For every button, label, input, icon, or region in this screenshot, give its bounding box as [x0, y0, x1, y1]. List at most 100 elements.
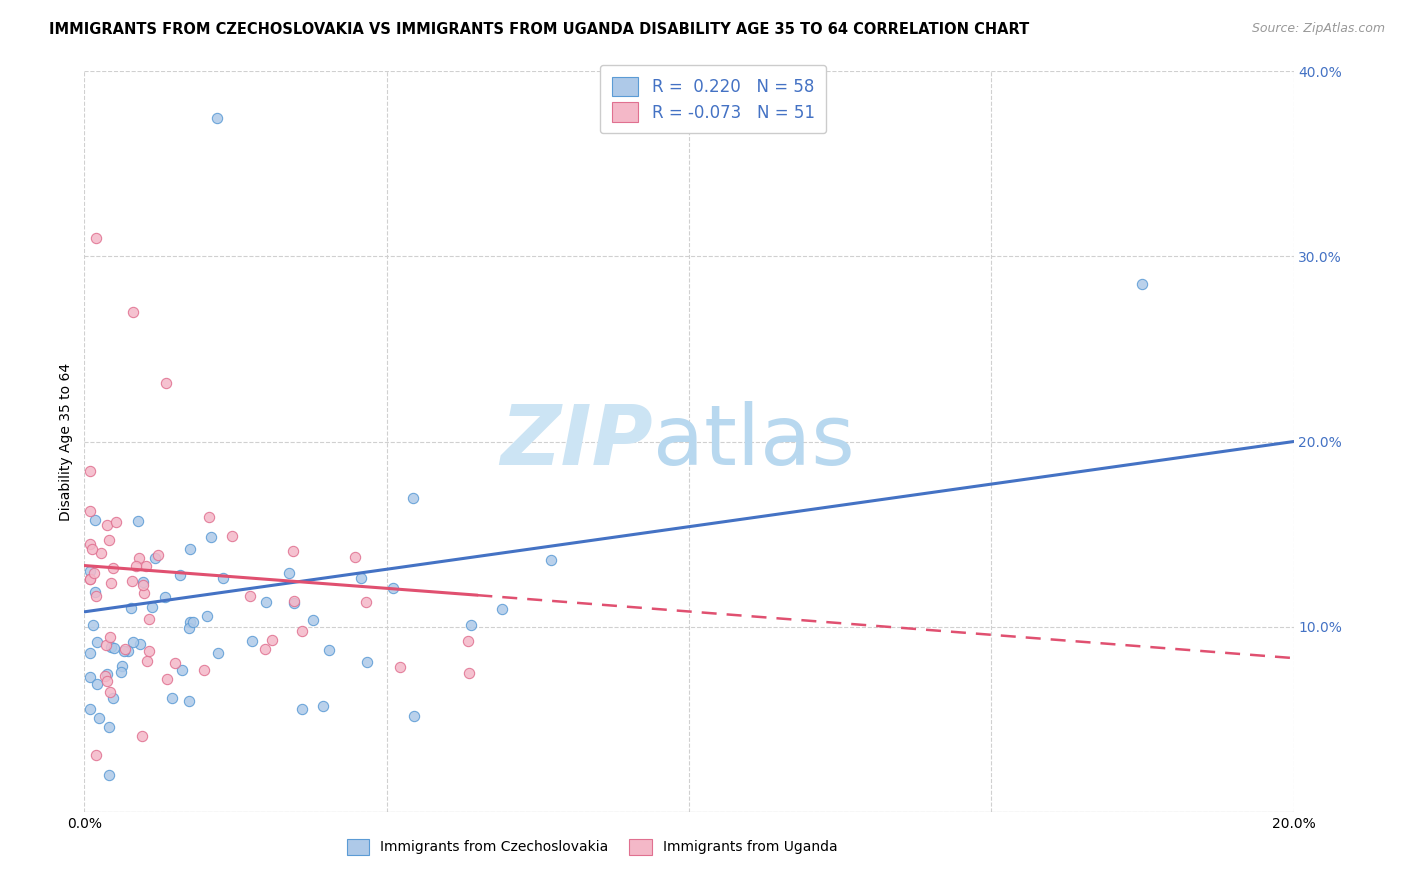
Point [491, 602, 513, 616]
Point [98, 631, 121, 645]
Point [179, 621, 201, 635]
Point [239, 589, 262, 603]
Point [283, 596, 305, 610]
Point [101, 690, 124, 705]
Point [86, 231, 108, 245]
Point [84, 513, 107, 527]
Point [87, 711, 110, 725]
Point [94, 638, 117, 652]
Point [111, 659, 134, 673]
Point [146, 549, 169, 563]
Point [101, 560, 124, 574]
Point [169, 568, 191, 582]
Point [283, 593, 305, 607]
Point [207, 111, 229, 125]
Y-axis label: Disability Age 35 to 64: Disability Age 35 to 64 [59, 362, 73, 521]
Point [79, 572, 101, 586]
Point [79, 572, 101, 586]
Point [127, 514, 149, 528]
Point [90, 546, 112, 560]
Point [141, 599, 163, 614]
Point [86, 635, 108, 649]
Point [343, 549, 366, 564]
Point [254, 642, 277, 657]
Point [132, 586, 155, 600]
Point [162, 691, 184, 706]
Point [256, 595, 278, 609]
Point [120, 601, 142, 615]
Point [350, 571, 373, 585]
Point [138, 644, 160, 658]
Point [112, 644, 135, 658]
Point [262, 633, 284, 648]
Point [100, 640, 122, 654]
Point [301, 613, 323, 627]
Point [179, 615, 201, 629]
Point [221, 529, 243, 543]
Point [165, 656, 187, 670]
Point [131, 578, 153, 592]
Point [354, 595, 377, 609]
Point [457, 634, 479, 648]
Point [128, 637, 150, 651]
Point [82, 617, 104, 632]
Point [281, 544, 304, 558]
Point [145, 550, 167, 565]
Point [1130, 277, 1153, 292]
Point [138, 611, 160, 625]
Point [83, 585, 105, 599]
Point [98, 533, 121, 548]
Point [457, 666, 479, 681]
Point [80, 542, 103, 557]
Point [79, 702, 101, 716]
Point [94, 669, 117, 683]
Point [195, 609, 218, 624]
Point [179, 694, 201, 708]
Point [79, 646, 101, 660]
Point [207, 646, 229, 660]
Point [79, 504, 101, 518]
Point [79, 670, 101, 684]
Point [212, 571, 235, 585]
Point [110, 665, 132, 680]
Legend: Immigrants from Czechoslovakia, Immigrants from Uganda: Immigrants from Czechoslovakia, Immigran… [342, 833, 844, 860]
Point [312, 699, 335, 714]
Point [96, 517, 118, 532]
Point [125, 559, 148, 574]
Point [135, 654, 157, 668]
Point [200, 530, 222, 544]
Point [291, 702, 314, 716]
Point [98, 685, 121, 699]
Point [356, 655, 378, 669]
Point [181, 615, 204, 630]
Point [460, 618, 482, 632]
Point [117, 644, 139, 658]
Text: Source: ZipAtlas.com: Source: ZipAtlas.com [1251, 22, 1385, 36]
Point [96, 673, 118, 688]
Point [83, 566, 105, 580]
Point [402, 491, 425, 505]
Point [179, 542, 201, 557]
Point [79, 537, 101, 551]
Point [153, 590, 176, 604]
Point [97, 767, 120, 781]
Point [128, 551, 150, 566]
Point [193, 663, 215, 677]
Point [114, 641, 136, 656]
Text: ZIP: ZIP [501, 401, 652, 482]
Point [240, 634, 263, 648]
Point [388, 660, 411, 674]
Point [277, 566, 299, 580]
Point [96, 667, 118, 681]
Point [98, 720, 121, 734]
Point [156, 672, 179, 686]
Point [121, 635, 143, 649]
Point [79, 564, 101, 578]
Point [131, 729, 153, 743]
Text: IMMIGRANTS FROM CZECHOSLOVAKIA VS IMMIGRANTS FROM UGANDA DISABILITY AGE 35 TO 64: IMMIGRANTS FROM CZECHOSLOVAKIA VS IMMIGR… [49, 22, 1029, 37]
Point [104, 516, 127, 530]
Point [103, 640, 125, 655]
Point [79, 464, 101, 478]
Point [121, 305, 143, 319]
Point [84, 590, 107, 604]
